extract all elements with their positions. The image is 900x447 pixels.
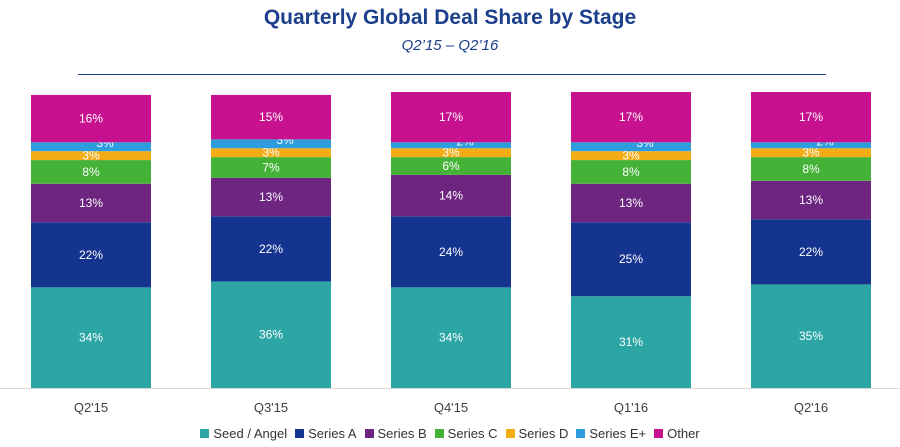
- bar-segment: [571, 92, 691, 143]
- bar-segment: [31, 183, 151, 223]
- bar-segment: [571, 160, 691, 184]
- bar-segment: [391, 174, 511, 217]
- bar-segment: [751, 180, 871, 220]
- legend-label: Series D: [518, 426, 569, 441]
- legend-label: Other: [667, 426, 700, 441]
- bar-segment: [751, 284, 871, 388]
- bar-segment: [31, 94, 151, 143]
- legend-swatch: [505, 429, 515, 438]
- bar-segment: [391, 287, 511, 388]
- data-label: 8%: [82, 165, 100, 179]
- bar-segment: [211, 177, 331, 217]
- x-tick-label: Q1'16: [614, 400, 648, 415]
- data-label: 14%: [439, 189, 463, 203]
- data-label: 17%: [439, 110, 463, 124]
- data-label: 8%: [802, 162, 820, 176]
- data-label: 13%: [79, 196, 103, 210]
- bar-segment: [391, 92, 511, 143]
- legend-item: Series E+: [576, 426, 646, 441]
- legend-item: Series D: [505, 426, 569, 441]
- data-label: 22%: [259, 242, 283, 256]
- bar-segment: [571, 142, 691, 152]
- legend-swatch: [200, 429, 210, 438]
- data-label: 17%: [799, 110, 823, 124]
- data-label: 3%: [802, 146, 820, 160]
- legend-item: Other: [654, 426, 700, 441]
- data-label: 13%: [619, 196, 643, 210]
- bar-segment: [391, 216, 511, 288]
- data-label: 31%: [619, 335, 643, 349]
- legend-item: Seed / Angel: [200, 426, 287, 441]
- legend-item: Series B: [364, 426, 427, 441]
- bar-segment: [571, 222, 691, 297]
- bar-segment: [31, 287, 151, 388]
- legend-item: Series C: [434, 426, 498, 441]
- bar-segment: [751, 157, 871, 181]
- data-label: 15%: [259, 110, 283, 124]
- bar-segment: [751, 142, 871, 149]
- bar-segment: [391, 142, 511, 149]
- legend-label: Series A: [308, 426, 357, 441]
- data-label: 3%: [262, 146, 280, 160]
- data-label: 17%: [619, 110, 643, 124]
- bar-segment: [31, 151, 151, 161]
- data-label: 8%: [622, 165, 640, 179]
- data-label: 16%: [79, 112, 103, 126]
- bar-segment: [751, 148, 871, 158]
- bar-segment: [211, 148, 331, 158]
- data-label: 22%: [799, 245, 823, 259]
- legend-swatch: [364, 429, 374, 438]
- x-tick-label: Q3'15: [254, 400, 288, 415]
- data-label: 7%: [262, 160, 280, 174]
- data-label: 25%: [619, 252, 643, 266]
- bar-segment: [31, 142, 151, 152]
- data-label: 36%: [259, 328, 283, 342]
- data-label: 34%: [439, 331, 463, 345]
- bar-segment: [571, 151, 691, 161]
- data-label: 3%: [622, 149, 640, 163]
- bar-segment: [211, 94, 331, 140]
- bar-segment: [31, 160, 151, 184]
- bar-segment: [571, 296, 691, 388]
- data-label: 6%: [442, 159, 460, 173]
- bar-segment: [211, 216, 331, 282]
- legend-label: Seed / Angel: [213, 426, 288, 441]
- data-label: 22%: [79, 248, 103, 262]
- data-label: 13%: [799, 193, 823, 207]
- x-tick-label: Q4'15: [434, 400, 468, 415]
- legend-label: Series C: [447, 426, 498, 441]
- data-label: 3%: [82, 149, 100, 163]
- legend-label: Series E+: [589, 426, 647, 441]
- bar-segment: [391, 157, 511, 175]
- bar-segment: [571, 183, 691, 223]
- stacked-bar-chart: 34%22%13%8%3%3%16%Q2'1536%22%13%7%3%3%15…: [0, 92, 900, 415]
- legend-item: Series A: [295, 426, 357, 441]
- bar-segment: [211, 157, 331, 178]
- data-label: 13%: [259, 190, 283, 204]
- x-tick-label: Q2'15: [74, 400, 108, 415]
- legend-label: Series B: [377, 426, 427, 441]
- bar-segment: [751, 219, 871, 285]
- legend-swatch: [434, 429, 444, 438]
- legend-swatch: [576, 429, 586, 438]
- bar-segment: [391, 148, 511, 158]
- data-label: 35%: [799, 329, 823, 343]
- data-label: 34%: [79, 331, 103, 345]
- bar-segment: [751, 92, 871, 143]
- chart-title: Quarterly Global Deal Share by Stage: [263, 6, 637, 29]
- bar-segment: [31, 222, 151, 288]
- chart-legend: Seed / Angel Series A Series B Series C Seri…: [0, 426, 900, 441]
- legend-swatch: [654, 429, 664, 438]
- x-tick-label: Q2'16: [794, 400, 828, 415]
- data-label: 24%: [439, 245, 463, 259]
- bar-segment: [211, 281, 331, 388]
- title-divider: [78, 74, 826, 75]
- legend-swatch: [295, 429, 305, 438]
- chart-subtitle: Q2’15 – Q2’16: [401, 37, 499, 54]
- bar-segment: [211, 139, 331, 149]
- data-label: 3%: [442, 146, 460, 160]
